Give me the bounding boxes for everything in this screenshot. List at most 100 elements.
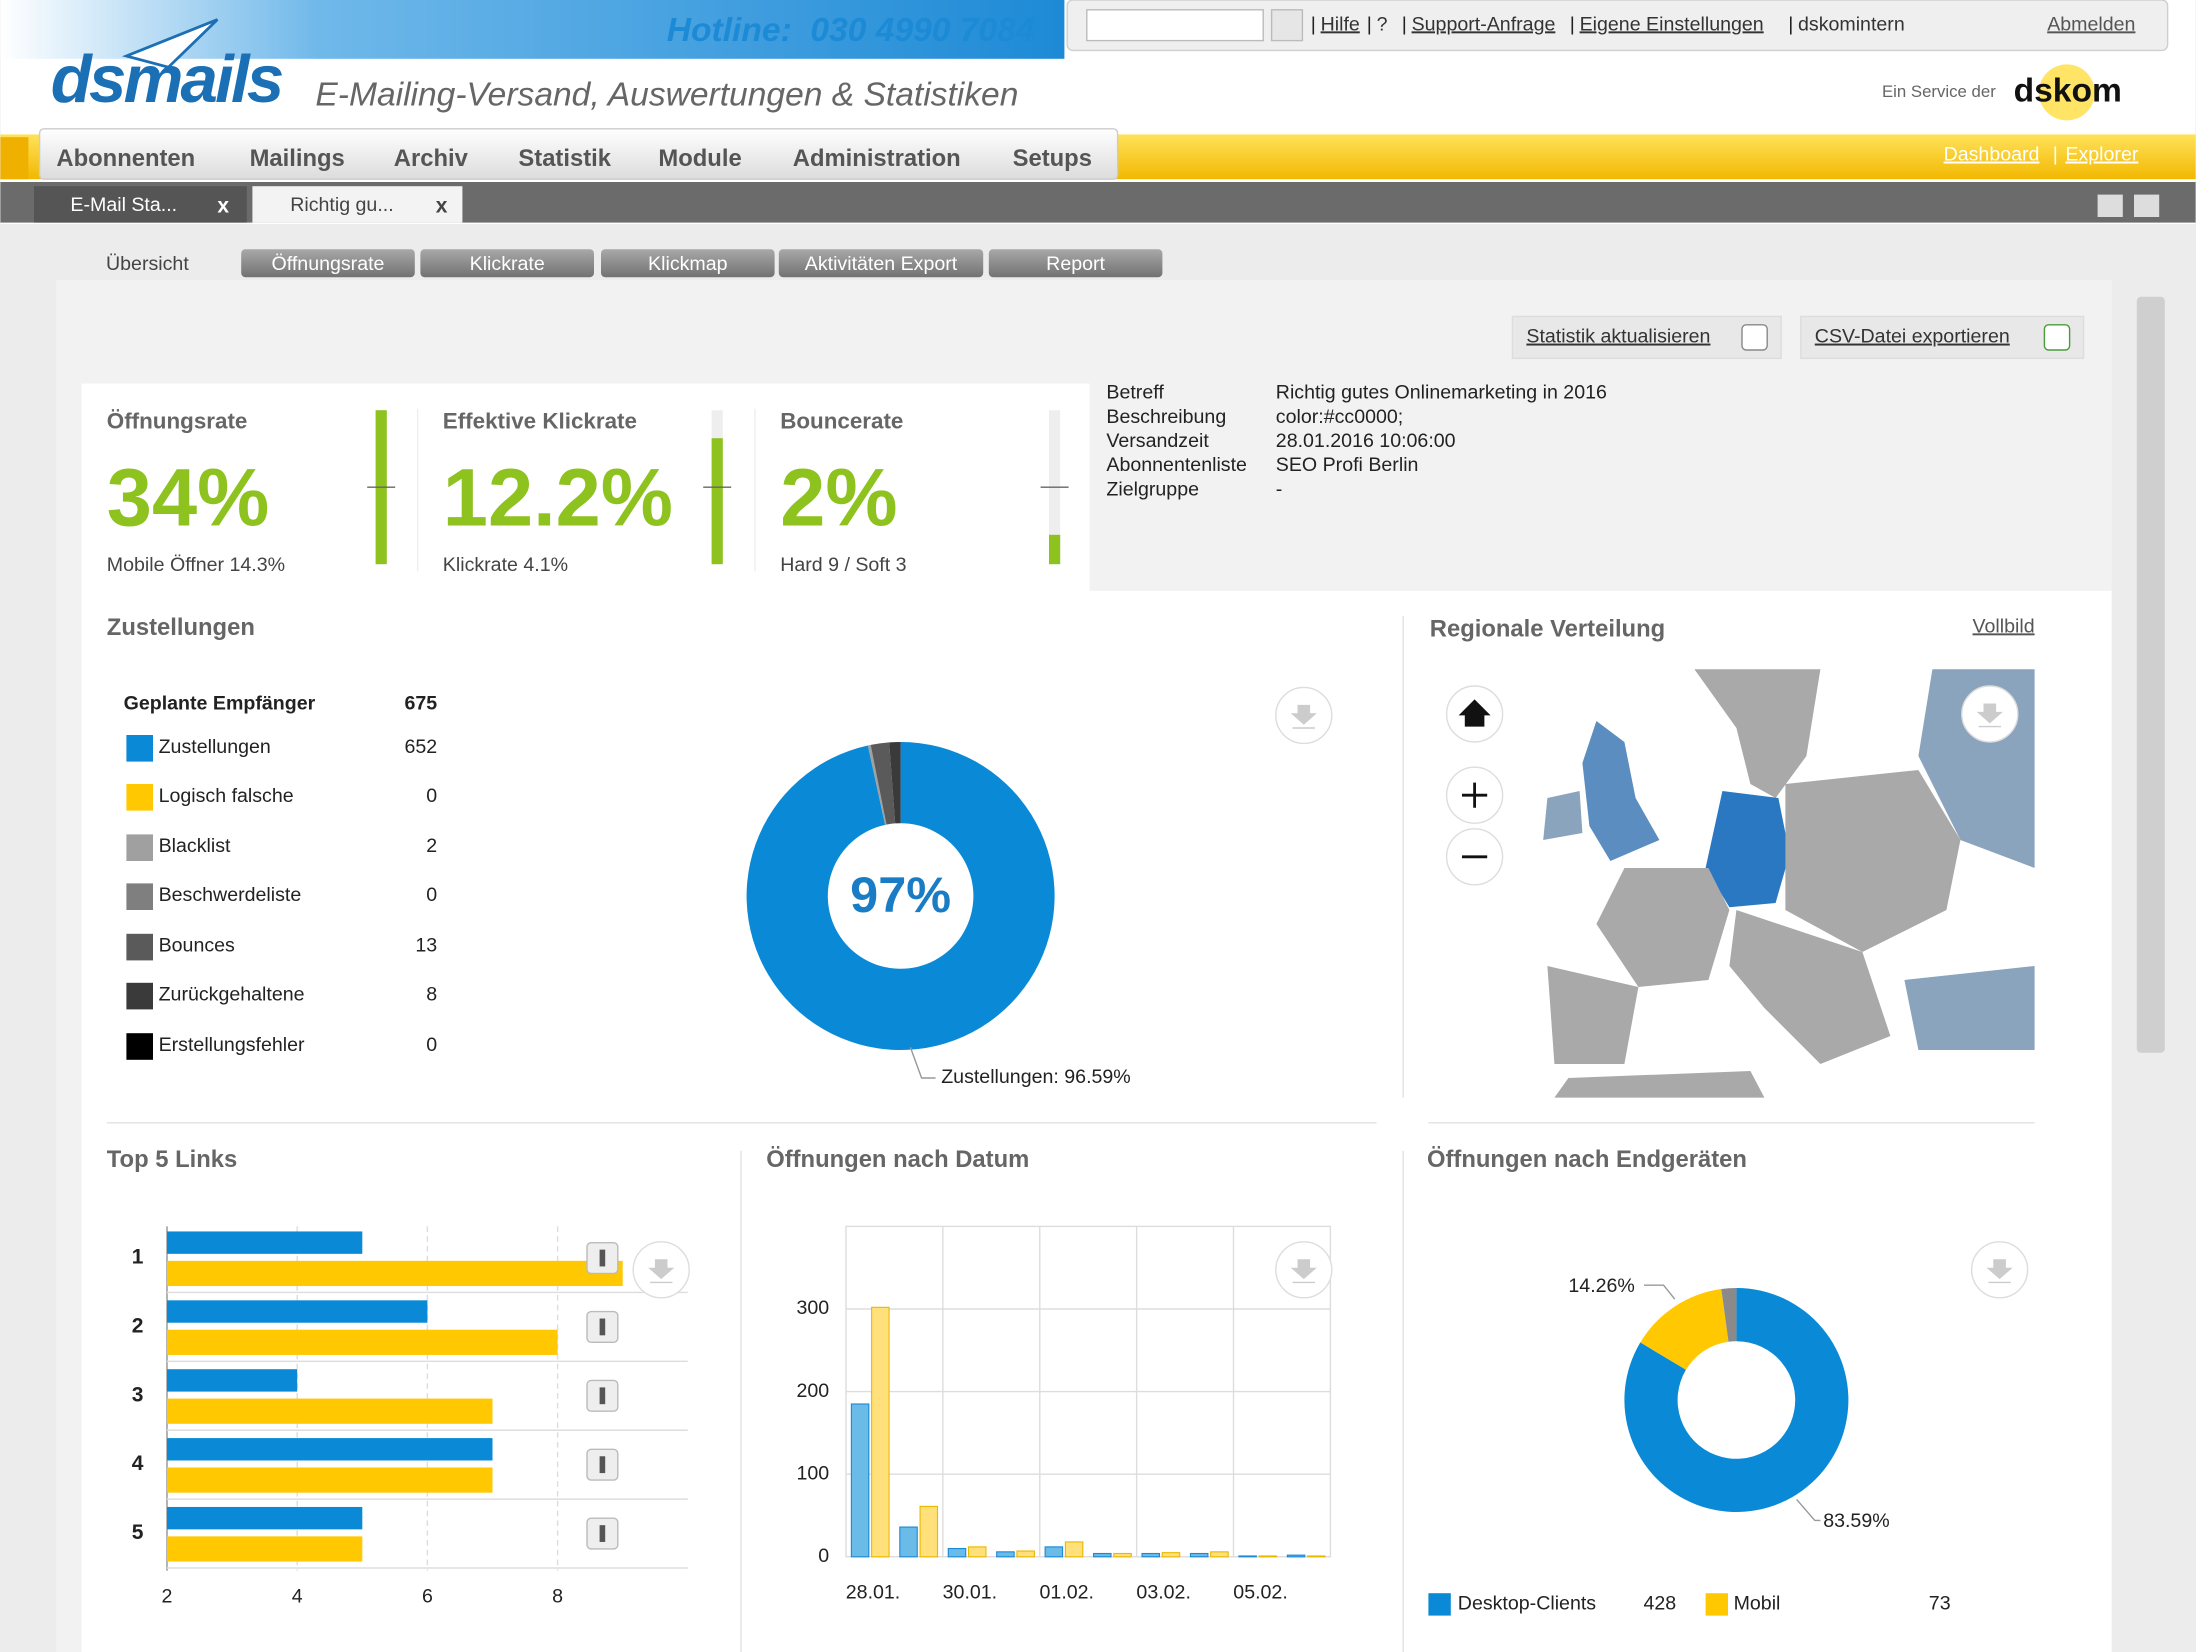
info-icon <box>599 1387 606 1405</box>
nav-link[interactable]: Explorer <box>2065 144 2138 166</box>
subtab-label[interactable]: Aktivitäten Export <box>805 253 958 275</box>
detail-value: Richtig gutes Onlinemarketing in 2016 <box>1276 382 1607 404</box>
kpi-title: Öffnungsrate <box>107 409 248 434</box>
kpi-note: Klickrate 4.1% <box>443 554 568 576</box>
bar <box>167 1231 363 1254</box>
x-tick-label: 2 <box>162 1586 173 1608</box>
search-input[interactable] <box>1086 9 1264 42</box>
map-uk <box>1582 721 1660 861</box>
y-tick-label: 300 <box>796 1297 829 1319</box>
y-tick-label: 5 <box>132 1521 144 1544</box>
header-link[interactable]: dskomintern <box>1798 13 1905 35</box>
bar <box>1307 1555 1326 1558</box>
subtab[interactable] <box>601 249 775 278</box>
action-label[interactable]: Statistik aktualisieren <box>1526 326 1710 348</box>
legend-swatch <box>126 735 153 762</box>
info-icon <box>599 1525 606 1542</box>
service: Ein Service der <box>1882 82 1996 101</box>
download-icon <box>1976 703 2003 728</box>
bar <box>1141 1552 1161 1558</box>
logout[interactable]: Abmelden <box>2047 13 2135 35</box>
info-icon <box>599 1456 606 1474</box>
y-tick-label: 2 <box>132 1314 144 1337</box>
header-link[interactable]: Hilfe <box>1321 13 1360 35</box>
subtab-label[interactable]: Klickrate <box>470 253 545 275</box>
nav-item[interactable]: Statistik <box>518 145 611 172</box>
legend-swatch <box>126 933 153 961</box>
header-link[interactable]: Eigene Einstellungen <box>1580 13 1764 35</box>
logo-plane <box>121 18 219 69</box>
tab-label[interactable]: E-Mail Sta... <box>70 194 177 216</box>
tab-2[interactable] <box>252 186 463 223</box>
subtab-label[interactable]: Übersicht <box>106 253 189 275</box>
nav-link[interactable]: Dashboard <box>1944 144 2040 166</box>
action-label[interactable]: CSV-Datei exportieren <box>1815 326 2010 348</box>
scrollbar[interactable] <box>2136 296 2165 1053</box>
nav-item[interactable]: Module <box>658 145 741 172</box>
separator: | <box>1570 13 1575 35</box>
brand-ring <box>2038 64 2095 121</box>
header-link[interactable]: Support-Anfrage <box>1412 13 1556 35</box>
map-link[interactable]: Vollbild <box>1973 615 2035 637</box>
pie-slice <box>1624 1288 1849 1512</box>
legend-swatch <box>126 982 153 1010</box>
subtab[interactable] <box>241 249 415 278</box>
legend-value: 652 <box>404 736 437 758</box>
subtab-label[interactable]: Öffnungsrate <box>272 253 385 275</box>
map[interactable] <box>1536 669 2035 1098</box>
tab-close[interactable]: x <box>436 195 448 218</box>
subtab-label[interactable]: Report <box>1046 253 1105 275</box>
subtab-label[interactable]: Klickmap <box>648 253 728 275</box>
tab-label[interactable]: Richtig gu... <box>290 194 393 216</box>
x-tick-label: 05.02. <box>1233 1581 1287 1603</box>
header-link[interactable]: ? <box>1377 13 1388 35</box>
leader-line <box>909 1046 936 1079</box>
bar <box>1093 1552 1112 1558</box>
legend-value: 0 <box>426 884 437 906</box>
y-tick-label: 4 <box>132 1452 144 1475</box>
tab-1[interactable] <box>34 186 247 223</box>
map-land <box>1596 868 1730 987</box>
nav-item[interactable]: Archiv <box>394 145 469 172</box>
bar <box>1238 1555 1257 1558</box>
chart-title: Öffnungen nach Datum <box>766 1146 1029 1173</box>
subtab[interactable] <box>420 249 594 278</box>
x-tick-label: 01.02. <box>1040 1581 1094 1603</box>
x-tick-label: 6 <box>422 1586 433 1608</box>
legend-label: Zustellungen <box>159 736 271 758</box>
legend-label: Logisch falsche <box>159 785 294 807</box>
nav-toggle[interactable] <box>0 137 29 180</box>
bar <box>899 1526 918 1558</box>
detail-value: color:#cc0000; <box>1276 406 1403 428</box>
y-tick-label: 1 <box>132 1246 144 1269</box>
action-button[interactable] <box>1800 315 2085 360</box>
x-tick-label: 28.01. <box>846 1581 900 1603</box>
nav-item[interactable]: Abonnenten <box>56 145 195 172</box>
nav-item[interactable]: Setups <box>1013 145 1092 172</box>
legend-value: 13 <box>415 935 437 957</box>
total-value: 675 <box>404 692 437 714</box>
tagline: E-Mailing-Versand, Auswertungen & Statis… <box>315 76 1018 113</box>
bar <box>1210 1551 1229 1558</box>
subtab[interactable] <box>988 249 1163 278</box>
action-button[interactable] <box>1511 315 1782 360</box>
tab-menu[interactable] <box>2097 194 2123 217</box>
y-tick-label: 0 <box>818 1545 829 1567</box>
detail-key: Abonnentenliste <box>1106 454 1247 476</box>
action-icon <box>1741 324 1768 351</box>
info-icon <box>599 1249 606 1267</box>
subtab[interactable] <box>778 249 984 278</box>
nav-item[interactable]: Mailings <box>250 145 345 172</box>
action-icon <box>2043 324 2071 351</box>
bar <box>871 1306 890 1558</box>
legend-value: 428 <box>1643 1593 1676 1615</box>
tab-close[interactable]: x <box>217 195 229 218</box>
bar <box>919 1505 939 1558</box>
nav-item[interactable]: Administration <box>793 145 961 172</box>
search-button[interactable] <box>1270 9 1304 42</box>
bar <box>967 1546 987 1558</box>
chart-title: Top 5 Links <box>107 1146 237 1173</box>
tab-close-all[interactable] <box>2134 194 2160 217</box>
